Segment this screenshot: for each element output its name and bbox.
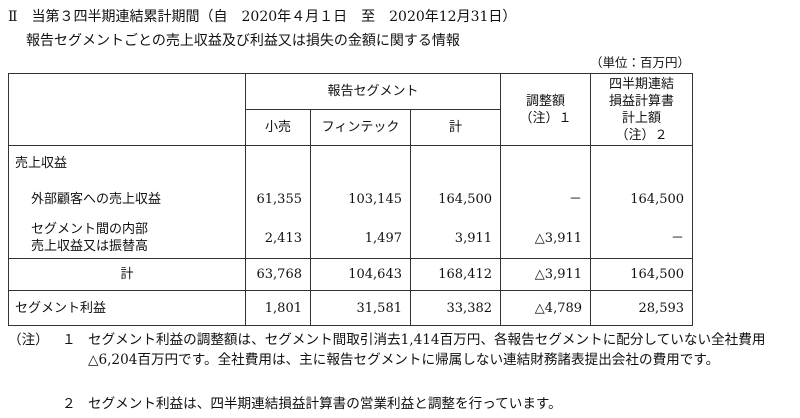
cell: 1,497	[310, 218, 411, 259]
note-text: セグメント利益の調整額は、セグメント間取引消去1,414百万円、各報告セグメント…	[88, 332, 766, 368]
consolidated-header: 四半期連結 損益計算書 計上額 （注）２	[590, 73, 694, 146]
column-header: フィンテック	[310, 109, 411, 146]
segment-table: 報告セグメント 調整額 （注）１ 四半期連結 損益計算書 計上額 （注）２ 小売 フィンテ…	[8, 73, 694, 326]
column-header: 計	[409, 109, 502, 146]
label-line: セグメント間の内部	[31, 222, 149, 238]
cell: 1,801	[245, 290, 311, 326]
table-row: 外部顧客への売上収益 61,355 103,145 164,500 － 164,500	[8, 180, 694, 219]
notes-prefix: （注）	[8, 332, 49, 348]
row-label: 計	[8, 258, 246, 291]
table-row: 売上収益	[8, 145, 694, 181]
label-line: 計	[120, 267, 134, 282]
header-line: （注）１	[519, 110, 572, 126]
cell	[500, 145, 592, 181]
cell: 28,593	[590, 290, 694, 326]
cell: 104,643	[310, 258, 411, 291]
section-subtitle: 報告セグメントごとの売上収益及び利益又は損失の金額に関する情報	[26, 33, 460, 49]
header-line: 計上額	[622, 110, 662, 126]
table-row: セグメント間の内部 売上収益又は振替高 2,413 1,497 3,911 △3,911 －	[8, 218, 694, 259]
unit-label: （単位：百万円）	[589, 55, 690, 70]
cell: △3,911	[500, 258, 592, 291]
cell: 61,355	[245, 180, 311, 219]
cell: 33,382	[409, 290, 502, 326]
subheader-row: 小売 フィンテック計	[9, 109, 693, 146]
cell: 168,412	[409, 258, 502, 291]
cell: 164,500	[590, 258, 694, 291]
cell: 63,768	[245, 258, 311, 291]
cell: －	[500, 180, 592, 219]
label-line: 売上収益	[15, 155, 68, 171]
cell: 164,500	[409, 180, 502, 219]
cell	[310, 145, 411, 181]
label-line: 外部顧客への売上収益	[31, 192, 162, 207]
adjustment-header: 調整額 （注）１	[500, 73, 592, 146]
cell: 31,581	[310, 290, 411, 326]
row-label: 売上収益	[8, 145, 246, 181]
section-title: Ⅱ 当第３四半期連結累計期間（自 2020年４月１日 至 2020年12月31日…	[8, 9, 517, 25]
table-row: セグメント利益 1,801 31,581 33,382 △4,789 28,593	[8, 290, 694, 326]
cell	[409, 145, 502, 181]
row-label: セグメント利益	[8, 290, 246, 326]
cell: 164,500	[590, 180, 694, 219]
label-line: 売上収益又は振替高	[31, 239, 149, 255]
cell: △4,789	[500, 290, 592, 326]
cell: 2,413	[245, 218, 311, 259]
cell: －	[590, 218, 694, 259]
note-number: ２	[62, 396, 76, 412]
header-line: （注）２	[615, 127, 668, 143]
empty-header	[8, 73, 246, 146]
label-line: セグメント利益	[15, 300, 107, 316]
cell	[245, 145, 311, 181]
cell: △3,911	[500, 218, 592, 259]
note-text: セグメント利益は、四半期連結損益計算書の営業利益と調整を行っています。	[88, 396, 562, 412]
cell: 3,911	[409, 218, 502, 259]
table-row: 計 63,768 104,643 168,412 △3,911 164,500	[8, 258, 694, 291]
header-line: 四半期連結	[609, 76, 675, 92]
header-line: 損益計算書	[609, 93, 675, 109]
header-line: 調整額	[526, 93, 566, 109]
note-number: １	[62, 332, 76, 348]
column-header: 小売	[245, 109, 311, 146]
row-label: セグメント間の内部 売上収益又は振替高	[8, 218, 246, 259]
header-row: 報告セグメント 調整額 （注）１ 四半期連結 損益計算書 計上額 （注）２	[8, 73, 694, 146]
cell	[590, 145, 694, 181]
group-header: 報告セグメント	[244, 73, 502, 110]
cell: 103,145	[310, 180, 411, 219]
row-label: 外部顧客への売上収益	[8, 180, 246, 219]
